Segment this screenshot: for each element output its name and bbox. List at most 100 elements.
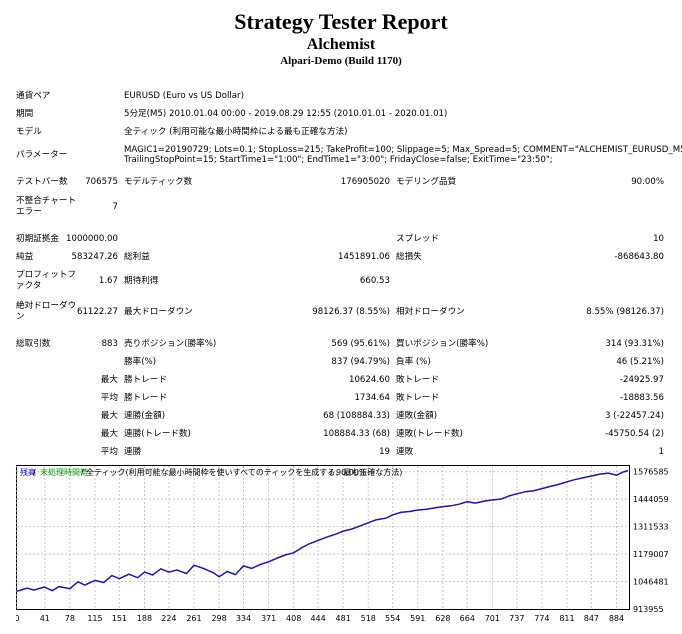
max-win-value: 10624.60 <box>348 375 390 385</box>
net-value: 583247.26 <box>71 252 118 262</box>
x-tick-label: 188 <box>137 614 152 623</box>
avg-label-2: 平均 <box>100 447 118 457</box>
y-tick-label: 913955 <box>633 605 664 614</box>
spread-value: 10 <box>653 234 664 244</box>
quality-label: モデリング品質 <box>396 177 457 187</box>
pf-value: 1.67 <box>98 276 118 286</box>
cons-win-label: 連勝(金額) <box>124 411 166 421</box>
max-label-1: 最大 <box>100 375 118 385</box>
chart-legend: 残高 / 未処理時間帯 / 全ティック(利用可能な最小時間枠を使いすべてのティッ… <box>20 467 402 477</box>
y-tick-label: 1311533 <box>633 523 669 532</box>
x-tick-label: 884 <box>609 614 624 623</box>
x-tick-label: 408 <box>286 614 301 623</box>
cons-loss-value: 3 (-22457.24) <box>604 411 664 421</box>
x-tick-label: 78 <box>65 614 75 623</box>
cons-win-value: 68 (108884.33) <box>323 411 390 421</box>
mismatch-value: 7 <box>112 202 118 212</box>
ticks-label: モデルティック数 <box>124 177 193 187</box>
win-pct-label: 勝率(%) <box>124 357 157 367</box>
max-loss-label: 敗トレード <box>396 375 439 385</box>
gross-profit-label: 総利益 <box>124 252 150 262</box>
deposit-label: 初期証拠金 <box>16 234 59 244</box>
abs-dd-label: 絶対ドローダウン <box>16 301 77 322</box>
max-label-3: 最大 <box>100 429 118 439</box>
bars-value: 706575 <box>85 177 118 187</box>
period-value: 5分足(M5) 2010.01.04 00:00 - 2019.08.29 12… <box>124 109 448 119</box>
y-tick-label: 1576585 <box>633 468 669 477</box>
loss-pct-value: 46 (5.21%) <box>616 357 664 367</box>
max-dd-value: 98126.37 (8.55%) <box>312 307 390 317</box>
avg-win-value: 1734.64 <box>354 393 390 403</box>
pf-label: プロフィットファクタ <box>16 270 76 291</box>
gross-loss-value: -868643.80 <box>614 252 664 262</box>
cons-profit-label: 連勝(トレード数) <box>124 429 191 439</box>
quality-value: 90.00% <box>631 177 664 187</box>
x-tick-label: 664 <box>460 614 475 623</box>
expected-value: 660.53 <box>359 276 390 286</box>
period-label: 期間 <box>16 109 34 119</box>
y-tick-label: 1179007 <box>633 550 669 559</box>
x-tick-label: 151 <box>112 614 127 623</box>
avg-cons-loss-label: 連敗 <box>396 447 414 457</box>
x-tick-label: 115 <box>87 614 102 623</box>
x-tick-label: 41 <box>40 614 50 623</box>
symbol-label: 通貨ペア <box>16 91 51 101</box>
cons-loss-label: 連敗(金額) <box>396 411 438 421</box>
rel-dd-value: 8.55% (98126.37) <box>586 307 664 317</box>
x-tick-label: 554 <box>385 614 400 623</box>
cons-lossamt-value: -45750.54 (2) <box>604 429 664 439</box>
legend-sep-3: / <box>330 468 333 477</box>
total-trades-value: 883 <box>101 339 118 349</box>
balance-series-line <box>16 469 629 592</box>
x-tick-label: 298 <box>211 614 226 623</box>
params-label: パラメーター <box>16 150 68 160</box>
short-label: 売りポジション(勝率%) <box>124 339 217 349</box>
max-dd-label: 最大ドローダウン <box>124 307 193 317</box>
max-label-2: 最大 <box>100 411 118 421</box>
x-tick-label: 444 <box>310 614 325 623</box>
rel-dd-label: 相対ドローダウン <box>396 307 465 317</box>
abs-dd-value: 61122.27 <box>76 307 118 317</box>
ticks-value: 176905020 <box>340 177 390 187</box>
win-pct-value: 837 (94.79%) <box>331 357 390 367</box>
x-tick-label: 811 <box>559 614 574 623</box>
x-tick-label: 737 <box>509 614 524 623</box>
net-label: 純益 <box>16 252 34 262</box>
x-tick-label: 701 <box>485 614 500 623</box>
x-tick-label: 481 <box>336 614 351 623</box>
x-tick-label: 518 <box>361 614 376 623</box>
avg-win-label: 勝トレード <box>124 393 167 403</box>
long-value: 314 (93.31%) <box>605 339 664 349</box>
spread-label: スプレッド <box>396 234 439 244</box>
legend-missing: 未処理時間帯 <box>40 467 88 477</box>
long-label: 買いポジション(勝率%) <box>396 339 489 349</box>
cons-profit-value: 108884.33 (68) <box>323 429 390 439</box>
x-tick-label: 334 <box>236 614 251 623</box>
avg-loss-value: -18883.56 <box>619 393 664 403</box>
x-tick-label: 847 <box>584 614 599 623</box>
avg-cons-win-label: 連勝 <box>124 447 142 457</box>
plot-frame <box>16 465 630 610</box>
x-tick-label: 774 <box>534 614 549 623</box>
total-trades-label: 総取引数 <box>16 339 51 349</box>
x-tick-label: 371 <box>261 614 276 623</box>
short-value: 569 (95.61%) <box>331 339 390 349</box>
loss-pct-label: 負率 (%) <box>396 357 431 367</box>
y-tick-label: 1444059 <box>633 495 669 504</box>
build-info: Alpari-Demo (Build 1170) <box>280 55 402 67</box>
cons-lossamt-label: 連敗(トレード数) <box>396 429 463 439</box>
model-label: モデル <box>16 127 42 137</box>
max-win-label: 勝トレード <box>124 375 167 385</box>
avg-label-1: 平均 <box>100 393 118 403</box>
legend-quality: 90.00% <box>336 468 367 477</box>
avg-cons-loss-value: 1 <box>658 447 664 457</box>
x-tick-label: 224 <box>161 614 176 623</box>
model-value: 全ティック (利用可能な最小時間枠による最も正確な方法) <box>124 127 348 137</box>
legend-sep-1: / <box>33 468 36 477</box>
x-tick-label: 628 <box>435 614 450 623</box>
avg-loss-label: 敗トレード <box>396 393 439 403</box>
deposit-value: 1000000.00 <box>66 234 118 244</box>
params-line-2: TrailingStopPoint=15; StartTime1="1:00";… <box>124 155 553 165</box>
gross-profit-value: 1451891.06 <box>338 252 390 262</box>
legend-sep-2: / <box>81 468 84 477</box>
